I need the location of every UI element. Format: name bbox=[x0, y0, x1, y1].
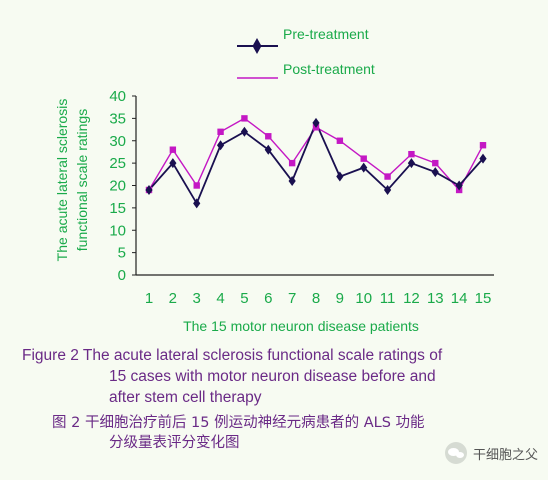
y-tick-label: 30 bbox=[109, 133, 126, 150]
x-tick-label: 12 bbox=[403, 290, 420, 307]
axes bbox=[135, 96, 494, 276]
data-point-pre bbox=[455, 180, 463, 191]
data-point-pre bbox=[193, 198, 201, 209]
data-point-pre bbox=[145, 184, 153, 195]
caption-zh-line-2: 分级量表评分变化图 bbox=[109, 435, 240, 451]
data-point-post bbox=[193, 182, 200, 189]
x-tick-label: 7 bbox=[288, 290, 296, 307]
legend-label-post: Post-treatment bbox=[283, 61, 375, 77]
x-tick-label: 6 bbox=[264, 290, 272, 307]
data-point-pre bbox=[312, 117, 320, 128]
data-point-pre bbox=[169, 158, 177, 169]
data-point-pre bbox=[431, 167, 439, 178]
legend-label-pre: Pre-treatment bbox=[283, 26, 369, 42]
x-tick-label: 10 bbox=[355, 290, 372, 307]
caption-en-line-3: after stem cell therapy bbox=[109, 389, 262, 406]
x-tick-label: 9 bbox=[336, 290, 344, 307]
data-point-pre bbox=[288, 176, 296, 187]
y-tick-label: 35 bbox=[109, 110, 126, 127]
y-axis-label: The acute lateral sclerosis functional s… bbox=[54, 99, 90, 262]
data-point-pre bbox=[264, 144, 272, 155]
x-tick-label: 1 bbox=[145, 290, 153, 307]
y-tick-label: 10 bbox=[109, 222, 126, 239]
x-tick-label: 5 bbox=[240, 290, 248, 307]
x-tick-label: 4 bbox=[216, 290, 224, 307]
wechat-icon bbox=[444, 442, 467, 464]
x-tick-label: 8 bbox=[312, 290, 320, 307]
y-tick-label: 15 bbox=[109, 200, 126, 217]
y-tick-label: 5 bbox=[118, 245, 126, 262]
data-point-pre bbox=[479, 153, 487, 164]
data-point-post bbox=[360, 155, 367, 162]
series-markers bbox=[145, 115, 487, 209]
data-point-post bbox=[432, 159, 439, 167]
data-point-pre bbox=[383, 184, 392, 195]
x-tick-label: 3 bbox=[193, 290, 201, 307]
data-point-post bbox=[479, 142, 487, 149]
x-tick-label: 13 bbox=[427, 290, 444, 307]
data-point-post bbox=[265, 133, 272, 140]
data-point-post bbox=[288, 159, 296, 167]
data-point-pre bbox=[216, 140, 225, 151]
y-axis-label-line-2: functional scale ratings bbox=[74, 109, 90, 251]
data-point-post bbox=[408, 150, 415, 158]
x-tick-label: 14 bbox=[451, 290, 468, 307]
x-axis-ticks: 1 2 3 4 5 6 7 8 9 10 11 12 13 14 15 bbox=[145, 290, 492, 307]
data-point-post bbox=[336, 137, 344, 144]
data-point-post bbox=[169, 146, 177, 153]
caption-zh-line-1: 图 2 干细胞治疗前后 15 例运动神经元病患者的 ALS 功能 bbox=[52, 415, 425, 431]
data-point-pre bbox=[360, 162, 368, 173]
x-tick-label: 15 bbox=[475, 290, 492, 307]
caption-en-line-2: 15 cases with motor neuron disease befor… bbox=[109, 368, 436, 385]
y-axis-label-line-1: The acute lateral sclerosis bbox=[54, 99, 70, 262]
chart: The acute lateral sclerosis functional s… bbox=[54, 26, 494, 334]
legend: Pre-treatment Post-treatment bbox=[237, 26, 375, 79]
caption-en-line-1: Figure 2 The acute lateral sclerosis fun… bbox=[22, 347, 443, 364]
y-tick-label: 25 bbox=[109, 155, 126, 172]
data-point-pre bbox=[240, 126, 249, 137]
data-point-pre bbox=[336, 171, 344, 182]
data-point-post bbox=[384, 173, 391, 180]
x-tick-label: 11 bbox=[380, 290, 396, 307]
y-tick-label: 0 bbox=[118, 267, 126, 284]
y-axis-ticks: 0 5 10 15 20 25 30 35 40 bbox=[109, 88, 136, 284]
y-tick-label: 40 bbox=[109, 88, 126, 105]
x-tick-label: 2 bbox=[169, 290, 177, 307]
watermark-text: 干细胞之父 bbox=[472, 447, 538, 463]
watermark: 干细胞之父 bbox=[444, 442, 538, 464]
legend-marker-pre bbox=[252, 38, 262, 54]
x-axis-label: The 15 motor neuron disease patients bbox=[183, 318, 419, 334]
data-point-pre bbox=[407, 158, 416, 169]
y-tick-label: 20 bbox=[109, 178, 126, 195]
data-point-post bbox=[217, 128, 224, 135]
data-point-post bbox=[241, 115, 248, 122]
